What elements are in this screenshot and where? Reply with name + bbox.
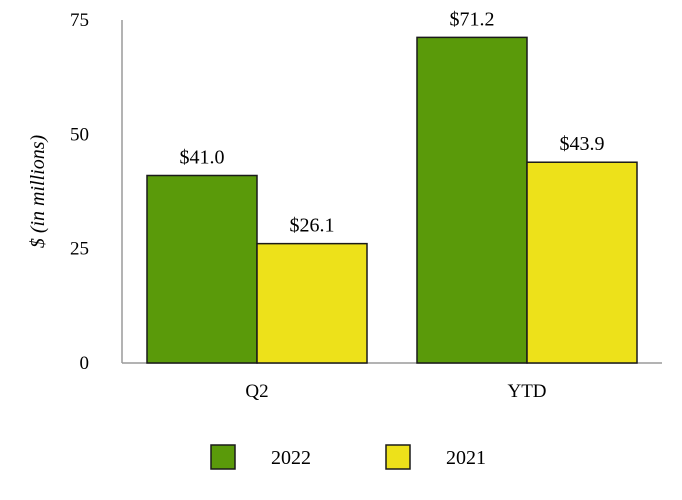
- bar-2022-ytd: [416, 36, 528, 364]
- x-tick-label: Q2: [245, 381, 268, 402]
- bar-2021-q2: [256, 242, 368, 364]
- y-ticks: 0 25 50 75: [70, 10, 89, 374]
- bar-2022-q2: [146, 174, 258, 364]
- y-tick-label: 50: [70, 124, 89, 145]
- data-label: $43.9: [560, 133, 605, 155]
- x-tick-label: YTD: [507, 381, 546, 402]
- data-label: $71.2: [450, 8, 495, 30]
- x-ticks: Q2 YTD: [245, 381, 546, 402]
- y-tick-label: 75: [70, 10, 89, 31]
- legend: 2022 2021: [210, 444, 486, 470]
- legend-swatch-2021: [385, 444, 411, 470]
- legend-label: 2022: [271, 447, 311, 469]
- y-axis-label: $ (in millions): [27, 135, 49, 249]
- y-tick-label: 25: [70, 239, 89, 260]
- data-label: $41.0: [180, 146, 225, 168]
- y-tick-label: 0: [80, 353, 90, 374]
- bars: $41.0 $26.1 $71.2 $43.9: [146, 8, 638, 364]
- bar-2021-ytd: [526, 161, 638, 364]
- legend-swatch-2022: [210, 444, 236, 470]
- data-label: $26.1: [290, 215, 335, 237]
- legend-label: 2021: [446, 447, 486, 469]
